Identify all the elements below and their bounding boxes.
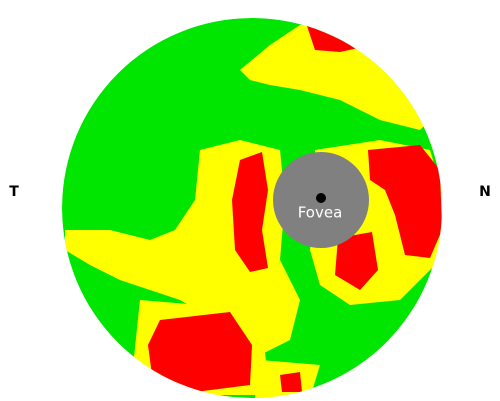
fovea-label: Fovea (298, 204, 343, 222)
nasal-label: N (479, 184, 491, 200)
temporal-label: T (9, 184, 19, 200)
map-regions (62, 18, 442, 398)
fovea-center (316, 193, 326, 203)
thin-regions (148, 18, 442, 392)
